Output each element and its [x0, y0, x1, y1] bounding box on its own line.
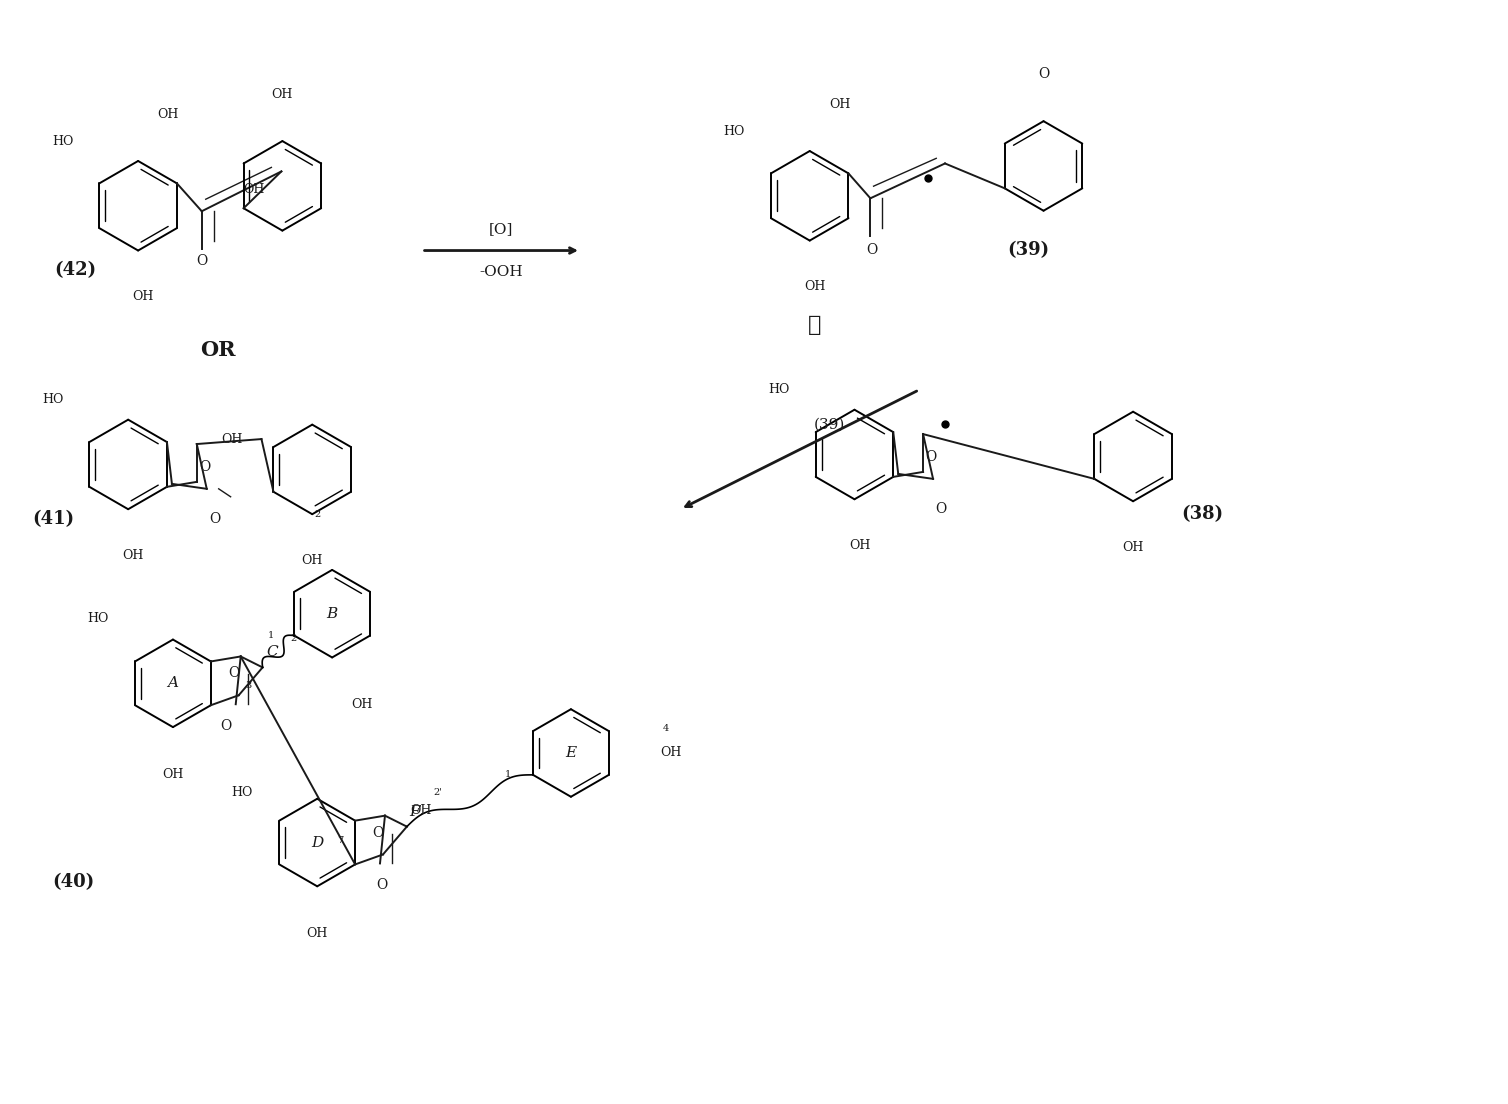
Text: HO: HO: [769, 383, 790, 396]
Text: 2: 2: [291, 634, 297, 643]
Text: 4: 4: [662, 723, 668, 733]
Text: OH: OH: [302, 554, 323, 567]
Text: O: O: [199, 460, 211, 474]
Text: B: B: [327, 607, 338, 620]
Text: OH: OH: [222, 433, 243, 446]
Text: 7: 7: [336, 836, 344, 845]
Text: O: O: [1038, 67, 1050, 82]
Text: OH: OH: [661, 746, 682, 760]
Text: -OOH: -OOH: [480, 265, 523, 279]
Text: OH: OH: [244, 183, 265, 195]
Text: OH: OH: [849, 539, 870, 552]
Text: 1: 1: [268, 631, 274, 640]
Text: OR: OR: [201, 340, 235, 360]
Text: 2: 2: [314, 510, 320, 519]
Text: OH: OH: [271, 88, 293, 102]
Text: 3: 3: [246, 681, 252, 690]
Text: O: O: [377, 879, 388, 892]
Text: OH: OH: [410, 804, 431, 817]
Text: (39): (39): [1007, 242, 1050, 259]
Text: HO: HO: [42, 393, 63, 406]
Text: OH: OH: [163, 768, 184, 781]
Text: O: O: [228, 667, 240, 680]
Text: 2': 2': [434, 788, 443, 797]
Text: 或: 或: [808, 315, 822, 336]
Text: (39): (39): [814, 417, 846, 432]
Text: OH: OH: [804, 280, 825, 294]
Text: (38): (38): [1182, 506, 1224, 523]
Text: O: O: [867, 243, 878, 257]
Text: D: D: [311, 836, 323, 850]
Text: (42): (42): [54, 262, 97, 279]
Text: O: O: [372, 826, 383, 839]
Text: OH: OH: [133, 290, 154, 304]
Text: F: F: [410, 805, 421, 819]
Text: OH: OH: [306, 927, 327, 941]
Text: O: O: [926, 450, 936, 464]
Text: OH: OH: [1122, 541, 1143, 554]
Text: O: O: [220, 719, 231, 733]
Text: O: O: [196, 254, 208, 268]
Text: A: A: [167, 677, 178, 690]
Text: OH: OH: [122, 549, 143, 562]
Text: (40): (40): [53, 873, 95, 891]
Text: OH: OH: [351, 698, 372, 711]
Text: [O]: [O]: [489, 222, 513, 235]
Text: HO: HO: [87, 612, 109, 625]
Text: (41): (41): [33, 510, 74, 528]
Text: C: C: [267, 646, 279, 659]
Text: 1: 1: [505, 771, 511, 779]
Text: O: O: [935, 501, 947, 516]
Text: HO: HO: [53, 135, 74, 148]
Text: OH: OH: [829, 98, 851, 112]
Text: O: O: [210, 511, 220, 526]
Text: HO: HO: [724, 125, 745, 138]
Text: E: E: [566, 746, 576, 760]
Text: HO: HO: [231, 786, 252, 799]
Text: OH: OH: [157, 108, 178, 121]
